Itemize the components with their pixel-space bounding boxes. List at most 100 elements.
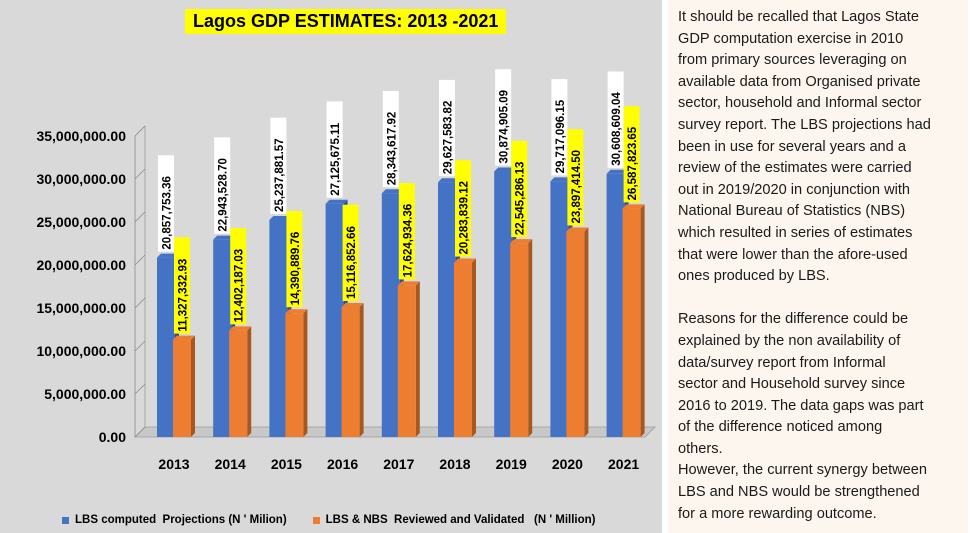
data-label-nbs-2019: 22,545,286.13 bbox=[511, 140, 528, 238]
data-label-lbs-2015-text: 25,237,881.57 bbox=[274, 138, 286, 212]
commentary-text: It should be recalled that Lagos State G… bbox=[678, 7, 966, 525]
bar-nbs-2016-top bbox=[341, 302, 364, 307]
bar-lbs-2017-top bbox=[381, 189, 404, 194]
bar-chart: 0.00 5,000,000.00 10,000,000.00 15,000,000.… bbox=[36, 69, 656, 472]
x-tick-label: 2018 bbox=[439, 456, 470, 472]
bar-nbs-2020-front bbox=[566, 231, 585, 437]
y-tick-mark bbox=[134, 211, 146, 223]
bar-lbs-2021-top bbox=[606, 169, 629, 174]
y-tick-mark bbox=[134, 340, 146, 352]
bar-nbs-2021-front bbox=[622, 208, 641, 437]
bar-lbs-2019-top bbox=[494, 167, 517, 172]
bar-nbs-2015-front bbox=[285, 313, 304, 437]
y-tick-mark bbox=[134, 426, 146, 438]
data-label-nbs-2014-highlight bbox=[230, 228, 247, 325]
bar-lbs-2013-front bbox=[157, 257, 175, 437]
data-label-lbs-2018-bg bbox=[439, 79, 455, 177]
x-tick-label: 2015 bbox=[271, 456, 302, 472]
data-label-lbs-2015: 25,237,881.57 bbox=[270, 117, 287, 214]
bar-nbs-2017-front bbox=[397, 285, 416, 437]
bar-lbs-2016-top bbox=[325, 199, 348, 204]
data-label-nbs-2019-highlight bbox=[511, 140, 528, 238]
data-label-lbs-2017: 28,343,617.92 bbox=[382, 90, 399, 188]
y-tick-mark bbox=[134, 254, 146, 266]
x-tick-label: 2016 bbox=[327, 456, 358, 472]
data-label-nbs-2020-highlight bbox=[567, 129, 584, 226]
bar-nbs-2019 bbox=[510, 239, 533, 437]
y-tick-label: 15,000,000.00 bbox=[36, 300, 126, 316]
y-tick-label: 25,000,000.00 bbox=[36, 214, 126, 230]
bar-lbs-2018-front bbox=[438, 182, 456, 437]
bar-nbs-2019-front bbox=[510, 243, 529, 437]
x-tick-label: 2020 bbox=[552, 456, 583, 472]
data-label-nbs-2013: 11,327,332.93 bbox=[174, 237, 190, 334]
data-label-lbs-2015-bg bbox=[270, 117, 287, 214]
data-label-lbs-2017-bg bbox=[382, 90, 399, 188]
legend-swatch-lbs bbox=[62, 516, 69, 524]
bar-nbs-2021 bbox=[622, 204, 645, 437]
bar-nbs-2020-side bbox=[584, 227, 589, 437]
bar-lbs-2015-top bbox=[269, 215, 292, 220]
commentary-panel: It should be recalled that Lagos State G… bbox=[668, 0, 968, 533]
bar-nbs-2020 bbox=[566, 227, 589, 437]
bar-nbs-2016 bbox=[341, 302, 364, 437]
y-tick-mark bbox=[134, 168, 146, 180]
data-label-lbs-2018: 29,627,583.82 bbox=[439, 79, 455, 177]
data-label-lbs-2014-text: 22,943,528.70 bbox=[218, 158, 230, 232]
x-tick-label: 2013 bbox=[158, 456, 189, 472]
bar-nbs-2013-front bbox=[173, 339, 191, 437]
legend-swatch-nbs bbox=[312, 516, 320, 524]
bar-nbs-2016-front bbox=[341, 306, 360, 437]
y-tick-label: 0.00 bbox=[99, 429, 126, 445]
bar-nbs-2017-top bbox=[397, 281, 420, 286]
chart-title: Lagos GDP ESTIMATES: 2013 -2021 bbox=[185, 9, 507, 34]
commentary-paragraph-3: However, the current synergy between LBS… bbox=[678, 462, 928, 522]
bar-nbs-2016-side bbox=[359, 302, 364, 437]
bar-lbs-2019-front bbox=[494, 171, 513, 437]
data-label-lbs-2021-text: 30,608,609.04 bbox=[611, 92, 623, 166]
bar-nbs-2019-side bbox=[528, 239, 533, 437]
x-tick-label: 2014 bbox=[215, 456, 246, 472]
data-label-lbs-2014: 22,943,528.70 bbox=[214, 137, 231, 234]
bar-nbs-2019-top bbox=[510, 239, 533, 244]
data-label-lbs-2016: 27,125,675.11 bbox=[326, 101, 343, 198]
x-tick-label: 2021 bbox=[608, 456, 639, 472]
data-label-nbs-2014: 12,402,187.03 bbox=[230, 228, 247, 325]
data-label-nbs-2013-highlight bbox=[174, 237, 190, 334]
legend-label-nbs: LBS & NBS Reviewed and Validated (N ' Mi… bbox=[325, 514, 596, 526]
bar-nbs-2014-front bbox=[229, 330, 248, 437]
bar-lbs-2018-top bbox=[438, 178, 460, 183]
data-label-nbs-2020-text: 23,897,414.50 bbox=[571, 150, 583, 224]
bar-nbs-2017 bbox=[397, 281, 420, 437]
bar-nbs-2018-front bbox=[454, 262, 472, 437]
y-tick-label: 10,000,000.00 bbox=[36, 343, 126, 359]
bar-lbs-2014-top bbox=[213, 235, 236, 240]
y-tick-label: 35,000,000.00 bbox=[36, 128, 126, 144]
data-label-lbs-2021-bg bbox=[607, 71, 624, 168]
data-label-lbs-2020-bg bbox=[551, 79, 568, 176]
bar-nbs-2014 bbox=[229, 326, 252, 437]
data-label-lbs-2014-bg bbox=[214, 137, 231, 234]
commentary-paragraph-1: It should be recalled that Lagos State G… bbox=[678, 9, 931, 285]
data-label-nbs-2014-text: 12,402,187.03 bbox=[234, 249, 246, 323]
bar-lbs-2020-front bbox=[550, 181, 569, 437]
bar-nbs-2018-top bbox=[454, 258, 476, 263]
data-label-nbs-2016-highlight bbox=[342, 204, 359, 301]
data-label-nbs-2021: 26,587,823.65 bbox=[623, 106, 640, 203]
bar-nbs-2021-top bbox=[622, 204, 645, 209]
bar-nbs-2015-side bbox=[303, 309, 308, 437]
data-label-nbs-2017-highlight bbox=[398, 183, 415, 280]
data-label-nbs-2015-highlight bbox=[286, 210, 303, 308]
bar-nbs-2018-side bbox=[472, 258, 476, 437]
data-label-nbs-2018: 20,283,839.12 bbox=[455, 160, 471, 257]
chart-legend: LBS computed Projections (N ' Milion) LB… bbox=[62, 514, 596, 526]
bar-nbs-2021-side bbox=[640, 204, 645, 437]
data-label-lbs-2018-text: 29,627,583.82 bbox=[443, 101, 455, 175]
data-label-lbs-2013-text: 20,857,753.36 bbox=[162, 176, 174, 250]
data-label-lbs-2021: 30,608,609.04 bbox=[607, 71, 624, 168]
y-tick-label: 20,000,000.00 bbox=[36, 257, 126, 273]
bar-nbs-2013-side bbox=[191, 335, 195, 437]
bar-lbs-2020-top bbox=[550, 177, 573, 182]
data-label-nbs-2017-text: 17,624,934.36 bbox=[402, 204, 414, 278]
bar-lbs-2015-front bbox=[269, 219, 288, 437]
